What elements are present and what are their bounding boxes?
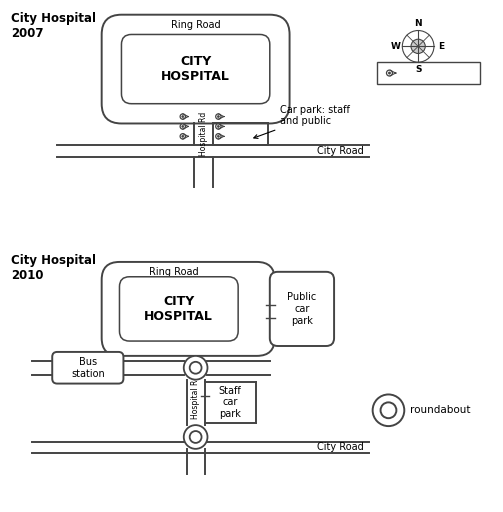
Text: Car park: staff
and public: Car park: staff and public — [254, 105, 350, 138]
Text: E: E — [438, 42, 444, 51]
Circle shape — [411, 39, 425, 53]
Circle shape — [190, 431, 202, 443]
Circle shape — [190, 362, 202, 374]
Text: City Road: City Road — [317, 146, 364, 156]
Circle shape — [182, 135, 184, 137]
FancyBboxPatch shape — [102, 262, 275, 356]
Text: Ring Road: Ring Road — [171, 19, 220, 30]
Circle shape — [217, 125, 219, 127]
Text: N: N — [414, 19, 422, 28]
Text: roundabout: roundabout — [410, 406, 471, 415]
Text: Public
car
park: Public car park — [287, 292, 316, 326]
Text: Hospital Rd: Hospital Rd — [199, 112, 208, 157]
Circle shape — [373, 394, 404, 426]
Text: Bus stop: Bus stop — [403, 68, 449, 78]
Text: City Hospital
2007: City Hospital 2007 — [11, 12, 96, 40]
Circle shape — [388, 72, 390, 74]
FancyBboxPatch shape — [121, 34, 270, 104]
Text: CITY
HOSPITAL: CITY HOSPITAL — [144, 295, 213, 323]
Circle shape — [217, 116, 219, 118]
Circle shape — [180, 134, 186, 139]
Text: S: S — [415, 65, 422, 74]
FancyBboxPatch shape — [52, 352, 123, 383]
Circle shape — [182, 116, 184, 118]
Circle shape — [180, 114, 186, 119]
Circle shape — [381, 402, 396, 418]
Text: W: W — [390, 42, 400, 51]
FancyBboxPatch shape — [120, 277, 238, 341]
Text: City Hospital
2010: City Hospital 2010 — [11, 254, 96, 282]
FancyBboxPatch shape — [377, 62, 480, 84]
Text: Bus
station: Bus station — [71, 357, 105, 378]
Text: Ring Road: Ring Road — [148, 267, 198, 277]
Circle shape — [216, 134, 221, 139]
Circle shape — [184, 356, 208, 379]
Text: CITY
HOSPITAL: CITY HOSPITAL — [161, 55, 230, 83]
Circle shape — [180, 124, 186, 129]
FancyBboxPatch shape — [270, 272, 334, 346]
Circle shape — [216, 124, 221, 129]
Circle shape — [386, 70, 392, 76]
FancyBboxPatch shape — [102, 15, 290, 123]
Circle shape — [216, 114, 221, 119]
Circle shape — [217, 135, 219, 137]
Text: City Road: City Road — [317, 442, 364, 452]
Text: Hospital Rd: Hospital Rd — [191, 374, 200, 418]
Circle shape — [184, 425, 208, 449]
Text: Staff
car
park: Staff car park — [219, 386, 241, 419]
Circle shape — [182, 125, 184, 127]
